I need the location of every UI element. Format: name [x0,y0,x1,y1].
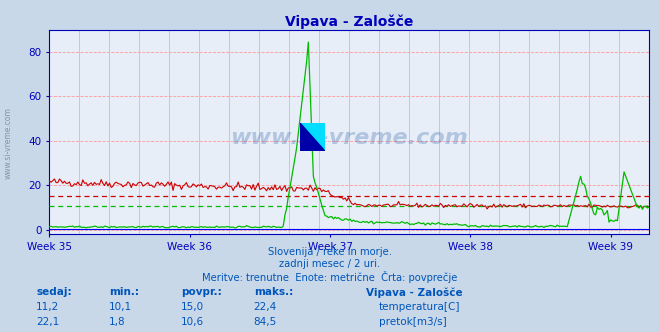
Title: Vipava - Zalošče: Vipava - Zalošče [285,14,413,29]
Text: povpr.:: povpr.: [181,287,222,297]
Text: 10,6: 10,6 [181,317,204,327]
Text: www.si-vreme.com: www.si-vreme.com [3,107,13,179]
Polygon shape [300,123,325,151]
Text: 84,5: 84,5 [254,317,277,327]
Text: min.:: min.: [109,287,139,297]
Text: sedaj:: sedaj: [36,287,72,297]
Text: Meritve: trenutne  Enote: metrične  Črta: povprečje: Meritve: trenutne Enote: metrične Črta: … [202,271,457,283]
Polygon shape [300,123,325,151]
Text: 10,1: 10,1 [109,302,132,312]
Text: temperatura[C]: temperatura[C] [379,302,461,312]
Text: 1,8: 1,8 [109,317,125,327]
Text: 11,2: 11,2 [36,302,59,312]
Text: maks.:: maks.: [254,287,293,297]
Text: www.si-vreme.com: www.si-vreme.com [231,128,468,148]
Text: 22,4: 22,4 [254,302,277,312]
Text: zadnji mesec / 2 uri.: zadnji mesec / 2 uri. [279,259,380,269]
Text: 15,0: 15,0 [181,302,204,312]
Text: Slovenija / reke in morje.: Slovenija / reke in morje. [268,247,391,257]
Text: Vipava - Zalošče: Vipava - Zalošče [366,287,463,298]
Text: 22,1: 22,1 [36,317,59,327]
Text: pretok[m3/s]: pretok[m3/s] [379,317,447,327]
